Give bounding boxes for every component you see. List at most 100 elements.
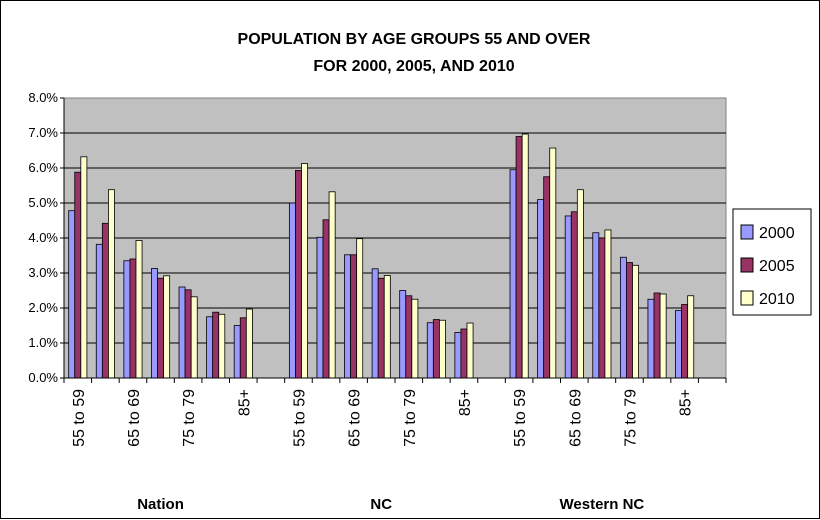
- bar-2010: [549, 147, 557, 379]
- bar-2000: [344, 254, 351, 379]
- bar-2000: [509, 169, 517, 379]
- bar-2005: [129, 258, 137, 379]
- legend-swatch-2010: [740, 290, 754, 306]
- bar-2005: [515, 136, 523, 379]
- bar-2010: [135, 240, 143, 379]
- bar-2010: [411, 298, 419, 379]
- bar-2000: [619, 256, 627, 379]
- x-group-label: Western NC: [560, 496, 645, 513]
- x-category-label: 65 to 69: [567, 389, 584, 447]
- bar-2010: [659, 293, 667, 379]
- y-axis-ticks: 0.0% 1.0% 2.0% 3.0% 4.0% 5.0% 6.0% 7.0% 8.0%: [28, 90, 64, 385]
- legend-label-2000: 2000: [759, 225, 795, 242]
- bar-2005: [460, 328, 468, 379]
- bar-2005: [405, 295, 413, 379]
- x-category-label: 55 to 59: [512, 389, 529, 447]
- bar-2000: [426, 322, 434, 379]
- bar-2000: [399, 290, 407, 379]
- y-tick-label: 0.0%: [28, 370, 58, 385]
- bar-2005: [653, 292, 661, 379]
- x-category-label: 65 to 69: [126, 389, 143, 447]
- bar-2000: [537, 199, 545, 379]
- bar-2010: [576, 189, 584, 379]
- y-tick-label: 6.0%: [28, 160, 58, 175]
- bar-2010: [218, 313, 226, 379]
- legend-swatch-2000: [740, 224, 754, 240]
- bar-2005: [101, 222, 109, 379]
- legend-swatch-2005: [740, 257, 754, 273]
- bar-2000: [316, 236, 324, 379]
- x-category-label: 85+: [236, 389, 253, 416]
- bar-2010: [687, 295, 695, 379]
- bar-2010: [108, 189, 115, 379]
- axes: [63, 98, 727, 383]
- x-group-label: NC: [370, 496, 392, 513]
- bar-2000: [68, 210, 76, 379]
- bar-2000: [454, 332, 462, 379]
- bar-2010: [521, 133, 529, 379]
- y-tick-label: 1.0%: [28, 335, 58, 350]
- bar-2005: [681, 304, 689, 379]
- bar-2010: [466, 322, 474, 379]
- bar-2005: [377, 277, 385, 379]
- bar-2000: [592, 232, 600, 379]
- bar-2005: [626, 262, 633, 379]
- bar-2005: [570, 211, 578, 379]
- bar-2000: [95, 243, 103, 379]
- y-tick-label: 4.0%: [28, 230, 58, 245]
- bar-2000: [371, 268, 379, 379]
- bar-2010: [245, 308, 253, 379]
- bar-2000: [123, 260, 131, 379]
- bar-2000: [675, 310, 682, 379]
- y-tick-label: 5.0%: [28, 195, 58, 210]
- chart-title-line-1: POPULATION BY AGE GROUPS 55 AND OVER: [238, 31, 591, 48]
- bar-2005: [598, 237, 606, 379]
- bar-2000: [178, 286, 186, 379]
- bar-2010: [439, 319, 446, 379]
- x-category-label: 75 to 79: [622, 389, 639, 447]
- bar-2000: [151, 268, 158, 379]
- bar-2005: [543, 176, 551, 379]
- y-tick-label: 7.0%: [28, 125, 58, 140]
- bar-2010: [80, 156, 88, 379]
- x-category-label: 85+: [457, 389, 474, 416]
- legend: 2000 2005 2010: [732, 208, 812, 316]
- bar-2000: [564, 215, 572, 379]
- y-tick-label: 2.0%: [28, 300, 58, 315]
- x-axis-groups: Nation NC Western NC: [137, 496, 644, 513]
- bar-2005: [322, 219, 330, 379]
- x-category-label: 55 to 59: [71, 389, 88, 447]
- chart-title-line-2: FOR 2000, 2005, AND 2010: [313, 58, 514, 75]
- bar-2005: [350, 254, 358, 379]
- bar-2005: [432, 319, 440, 379]
- x-category-label: 65 to 69: [347, 389, 364, 447]
- bar-2005: [74, 171, 82, 379]
- x-axis-categories: 55 to 59 65 to 69 75 to 79 85+ 55 to 59 65 to…: [71, 389, 695, 447]
- bar-2000: [647, 298, 655, 379]
- bar-2010: [356, 238, 364, 379]
- bar-2010: [190, 296, 198, 379]
- bar-2010: [632, 264, 639, 379]
- y-tick-label: 8.0%: [28, 90, 58, 105]
- bar-2005: [212, 311, 220, 379]
- x-category-label: 55 to 59: [291, 389, 308, 447]
- x-group-label: Nation: [137, 496, 184, 513]
- bar-2010: [604, 229, 612, 379]
- bar-2005: [184, 289, 192, 379]
- bar-2005: [239, 317, 247, 379]
- legend-label-2005: 2005: [759, 258, 795, 275]
- bar-2010: [383, 275, 391, 379]
- x-category-label: 85+: [678, 389, 695, 416]
- x-category-label: 75 to 79: [181, 389, 198, 447]
- y-tick-label: 3.0%: [28, 265, 58, 280]
- bar-2010: [301, 163, 308, 379]
- bar-2000: [288, 202, 296, 379]
- x-category-label: 75 to 79: [402, 389, 419, 447]
- bar-2010: [328, 191, 336, 379]
- bar-2000: [206, 316, 214, 379]
- bar-2000: [233, 325, 241, 379]
- bar-2005: [157, 277, 164, 379]
- legend-label-2010: 2010: [759, 291, 795, 308]
